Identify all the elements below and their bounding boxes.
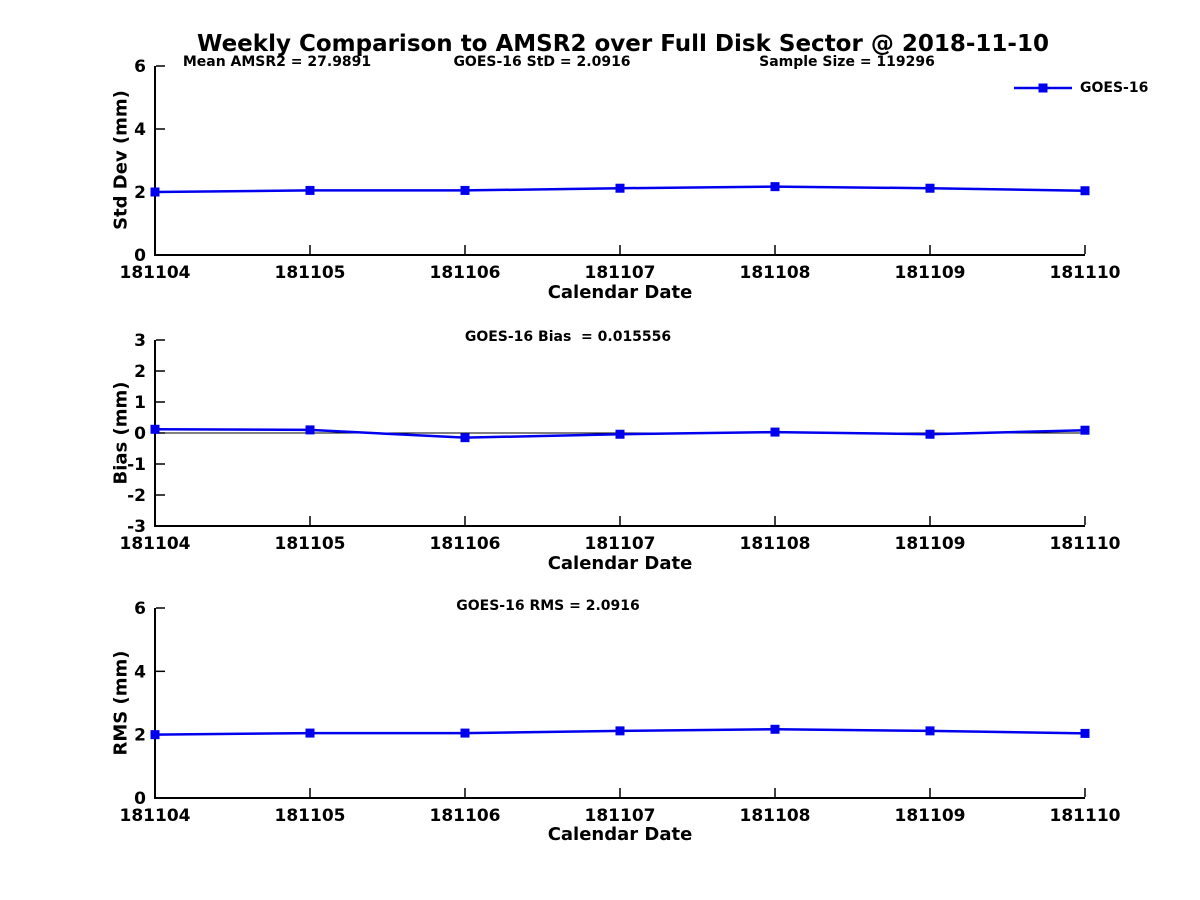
x-tick-label: 181105 [275,263,346,283]
y-tick-label: 0 [134,789,146,809]
goes-16-marker [305,425,315,435]
xlabel-calendar-date-3: Calendar Date [547,824,693,845]
y-tick-label: 0 [134,424,146,444]
annotation-mean-amsr2: Mean AMSR2 = 27.9891 [182,54,372,70]
annotation-goes16-bias: GOES-16 Bias = 0.015556 [464,329,672,345]
axis-spines [154,340,1085,527]
x-tick-label: 181109 [895,534,966,554]
y-tick-label: 6 [134,57,146,77]
axis-spines [154,66,1085,256]
goes-16-marker [770,724,780,734]
xlabel-calendar-date-2: Calendar Date [547,553,693,574]
x-tick-label: 181106 [430,806,501,826]
goes-16-marker [925,726,935,736]
y-tick-label: -3 [127,517,146,537]
goes-16-marker [1080,728,1090,738]
x-tick-label: 181108 [740,263,811,283]
ylabel-bias: Bias (mm) [110,381,132,485]
x-tick-label: 181110 [1050,806,1121,826]
x-tick-label: 181109 [895,263,966,283]
x-tick-label: 181104 [120,534,191,554]
goes-16-marker [1080,186,1090,196]
y-tick-label: 4 [134,662,146,682]
goes-16-marker [615,183,625,193]
goes-16-marker [615,726,625,736]
x-tick-label: 181105 [275,534,346,554]
legend-line-marker-icon [1014,83,1072,93]
y-tick-label: 2 [134,183,146,203]
annotation-sample-size: Sample Size = 119296 [759,54,935,70]
y-tick-label: 6 [134,599,146,619]
goes-16-marker [770,182,780,192]
y-tick-label: 4 [134,120,146,140]
y-tick-label: 2 [134,726,146,746]
y-tick-label: 3 [134,331,146,351]
goes-16-marker [150,187,160,197]
x-tick-label: 181106 [430,534,501,554]
goes-16-marker [305,728,315,738]
y-tick-label: 2 [134,362,146,382]
legend: GOES-16 [1014,80,1148,96]
xlabel-calendar-date-1: Calendar Date [547,282,693,303]
x-tick-label: 181107 [585,263,656,283]
x-tick-label: 181106 [430,263,501,283]
goes-16-marker [1080,425,1090,435]
ylabel-stddev: Std Dev (mm) [110,90,132,230]
goes-16-marker [460,185,470,195]
y-tick-label: -2 [127,486,146,506]
x-tick-label: 181110 [1050,263,1121,283]
figure-title: Weekly Comparison to AMSR2 over Full Dis… [197,31,1049,57]
x-tick-label: 181109 [895,806,966,826]
goes-16-marker [925,429,935,439]
legend-label: GOES-16 [1080,80,1149,96]
goes-16-marker [925,183,935,193]
subplot-3: 0 2 4 6 181104 181105 181106 181107 181108 181109… [120,599,1121,826]
x-tick-label: 181105 [275,806,346,826]
goes-16-marker [460,433,470,443]
x-tick-label: 181104 [120,263,191,283]
goes-16-marker [615,429,625,439]
x-tick-label: 181108 [740,806,811,826]
x-tick-label: 181108 [740,534,811,554]
goes-16-marker [150,424,160,434]
axis-spines [154,608,1085,799]
annotation-goes16-std: GOES-16 StD = 2.0916 [453,54,631,70]
x-tick-label: 181104 [120,806,191,826]
x-tick-label: 181107 [585,806,656,826]
goes-16-marker [305,185,315,195]
annotation-goes16-rms: GOES-16 RMS = 2.0916 [456,598,640,614]
x-tick-label: 181110 [1050,534,1121,554]
goes-16-marker [770,427,780,437]
y-tick-label: 1 [134,393,146,413]
x-tick-label: 181107 [585,534,656,554]
y-tick-label: -1 [127,455,146,475]
subplot-2: -3 -2 -1 0 1 2 3 181104 181105 181106 181107 181108… [120,331,1121,554]
goes-16-marker [150,730,160,740]
goes-16-marker [460,728,470,738]
y-tick-label: 0 [134,246,146,266]
ylabel-rms: RMS (mm) [110,650,132,756]
subplot-1: 0 2 4 6 181104 181105 181106 181107 181108 181109… [120,57,1121,283]
